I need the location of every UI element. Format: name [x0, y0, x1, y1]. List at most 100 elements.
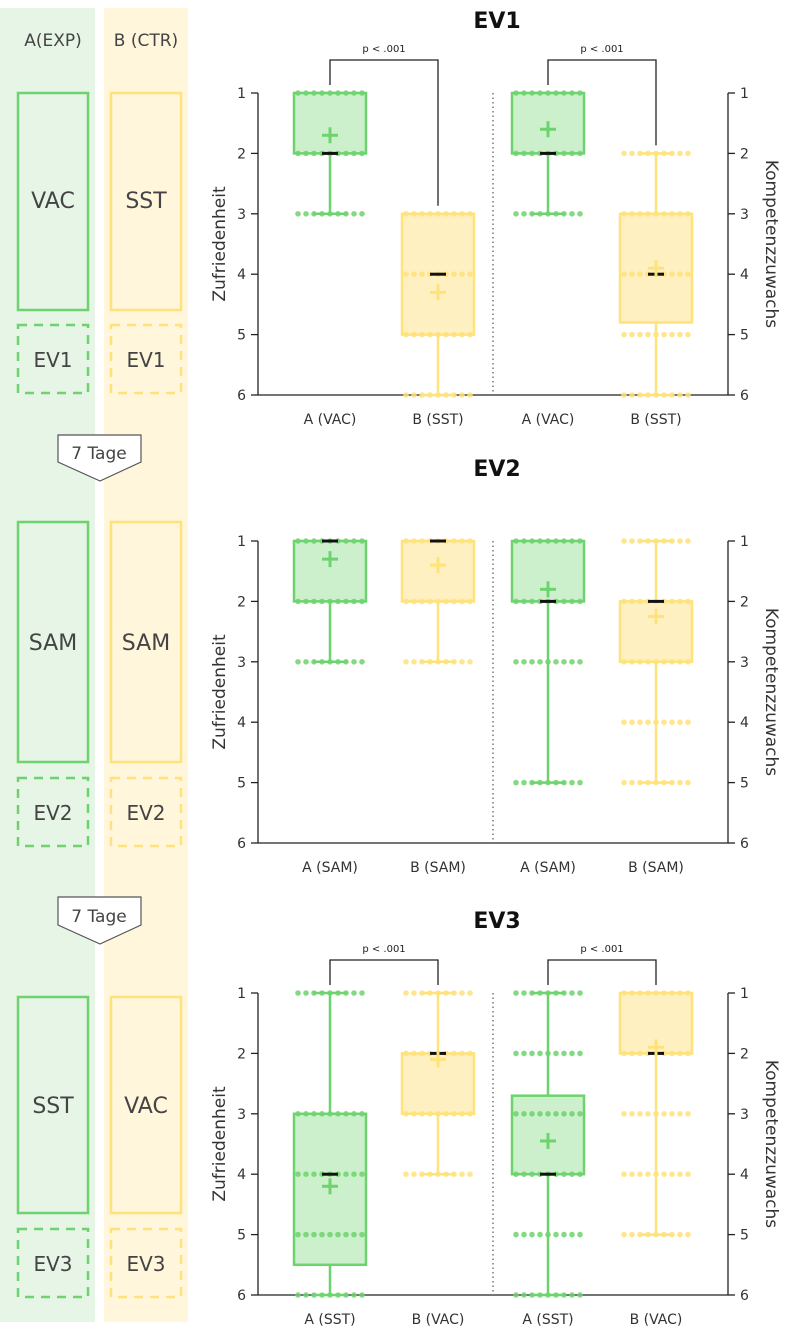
data-point [327, 990, 333, 996]
y-tick-label-left: 2 [237, 594, 246, 610]
phase-1-b-eval-label: EV1 [126, 348, 165, 372]
data-point [577, 1111, 583, 1117]
y-tick-label-left: 4 [237, 715, 246, 731]
data-point [569, 1292, 575, 1298]
data-point [685, 271, 691, 278]
data-point [685, 719, 691, 725]
data-point [295, 538, 301, 544]
data-point [529, 1050, 535, 1057]
data-point [419, 538, 425, 544]
phase-3-b-eval-box [109, 1227, 183, 1299]
data-point [637, 1231, 643, 1238]
data-point [327, 90, 333, 96]
data-point [513, 211, 519, 217]
data-point [513, 598, 519, 605]
phase-2-a-label: SAM [29, 631, 77, 656]
data-point [537, 211, 543, 217]
chart-ev2: EV2 1 1 2 2 3 3 4 4 5 5 6 6 Zufriedenheit Kompetenzzuw… [210, 457, 781, 876]
data-point [319, 1111, 325, 1117]
data-point [467, 271, 473, 278]
data-point [661, 331, 667, 338]
data-point [411, 538, 417, 544]
box-plot-3 [510, 990, 586, 1298]
data-point [451, 538, 457, 544]
data-point [529, 1111, 535, 1117]
data-point [545, 779, 551, 786]
chart-title: EV2 [473, 457, 520, 482]
data-point [569, 1171, 575, 1177]
group-a-label: A(EXP) [24, 31, 82, 51]
data-point [661, 211, 667, 217]
data-point [521, 90, 527, 96]
data-point [653, 990, 659, 996]
data-point [311, 1171, 317, 1177]
data-point [311, 538, 317, 544]
phase-2-a-eval-label: EV2 [33, 801, 72, 825]
data-point [521, 150, 527, 157]
data-point [621, 1171, 627, 1177]
phase-1-b-label: SST [125, 189, 167, 214]
data-point [311, 90, 317, 96]
data-point [677, 150, 683, 157]
data-point [303, 1231, 309, 1238]
data-point [467, 1050, 473, 1057]
data-point [669, 331, 675, 338]
phase-2-b-box [109, 520, 183, 764]
data-point [359, 538, 365, 544]
data-point [637, 598, 643, 605]
data-point [351, 211, 357, 217]
data-point [319, 90, 325, 96]
data-point [561, 538, 567, 544]
data-point [351, 1292, 357, 1298]
data-point [311, 990, 317, 996]
data-point [669, 1231, 675, 1238]
data-point [677, 392, 683, 398]
data-point [295, 1231, 301, 1238]
data-point [319, 990, 325, 996]
data-point [669, 211, 675, 217]
data-point [661, 150, 667, 157]
data-point [513, 1111, 519, 1117]
data-point [545, 1050, 551, 1057]
data-point [443, 211, 449, 217]
data-point [521, 1231, 527, 1238]
data-point [545, 990, 551, 996]
y-tick-label-left: 3 [237, 207, 246, 223]
data-point [661, 538, 667, 544]
data-point [351, 598, 357, 605]
data-point [513, 990, 519, 996]
box-plot-2 [400, 538, 476, 665]
data-point [537, 990, 543, 996]
chart-ev3: EV3 1 1 2 2 3 3 4 4 5 5 6 6 Zufriedenheit Kompetenzzuw… [210, 909, 781, 1328]
data-point [521, 1111, 527, 1117]
box [292, 91, 368, 155]
y-tick-label-left: 5 [237, 1228, 246, 1244]
phase-1-a-eval-box [16, 323, 90, 395]
data-point [645, 1171, 651, 1177]
data-point [319, 598, 325, 605]
y-tick-label-right: 2 [740, 1046, 749, 1062]
box [292, 539, 368, 603]
data-point [351, 538, 357, 544]
data-point [637, 1171, 643, 1177]
phase-3-a-eval-box [16, 1227, 90, 1299]
data-point [459, 1111, 465, 1117]
data-point [327, 1231, 333, 1238]
data-point [327, 211, 333, 217]
data-point [319, 659, 325, 665]
data-point [577, 211, 583, 217]
significance-label: p < .001 [580, 44, 623, 55]
data-point [319, 1231, 325, 1238]
data-point [577, 598, 583, 605]
data-point [529, 598, 535, 605]
interval-1-label: 7 Tage [71, 444, 126, 464]
data-point [443, 1111, 449, 1117]
y-tick-label-right: 5 [740, 1228, 749, 1244]
data-point [303, 90, 309, 96]
box-plot-4 [618, 990, 694, 1238]
phase-1-b-eval-box [109, 323, 183, 395]
data-point [629, 1111, 635, 1117]
category-label: B (SST) [630, 412, 681, 428]
data-point [629, 779, 635, 786]
data-point [661, 1231, 667, 1238]
